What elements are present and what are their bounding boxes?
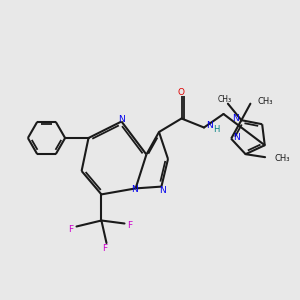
Text: N: N [233,133,240,142]
Text: O: O [178,88,185,97]
Text: CH₃: CH₃ [217,95,231,104]
Text: F: F [102,244,108,253]
Text: N: N [160,186,166,195]
Text: F: F [68,225,74,234]
Text: N: N [118,116,125,124]
Text: H: H [213,125,220,134]
Text: N: N [131,185,137,194]
Text: F: F [127,220,133,230]
Text: N: N [232,114,239,123]
Text: CH₃: CH₃ [258,97,273,106]
Text: CH₃: CH₃ [274,154,289,163]
Text: N: N [206,121,213,130]
